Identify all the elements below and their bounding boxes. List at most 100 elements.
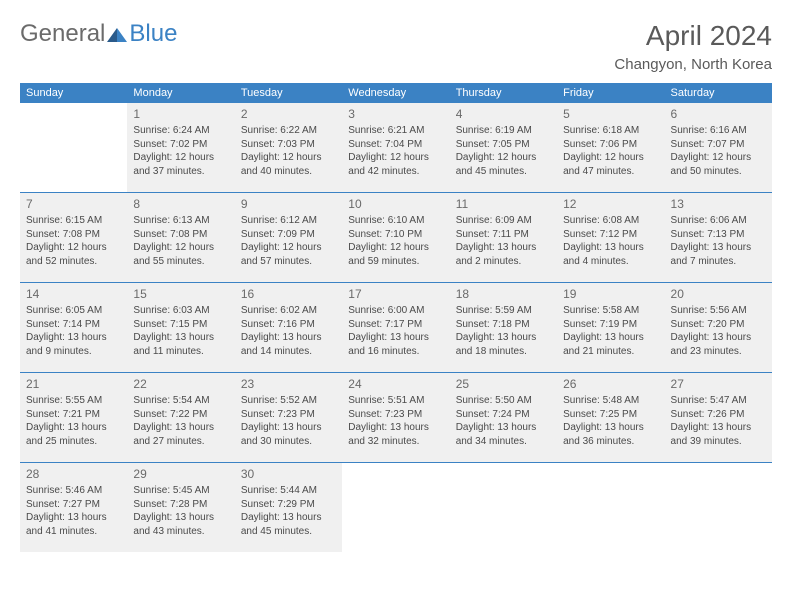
header: General Blue April 2024 Changyon, North …	[20, 20, 772, 73]
sunset-text: Sunset: 7:23 PM	[348, 408, 443, 422]
daylight-text: Daylight: 13 hours and 41 minutes.	[26, 511, 121, 538]
day-cell: 10 Sunrise: 6:10 AMSunset: 7:10 PMDayligh…	[342, 193, 449, 283]
day-cell: 26Sunrise: 5:48 AMSunset: 7:25 PMDayligh…	[557, 373, 664, 463]
day-number: 1	[133, 106, 228, 122]
sunrise-text: Sunrise: 6:13 AM	[133, 214, 228, 228]
day-header-monday: Monday	[127, 83, 234, 103]
day-number: 14	[26, 286, 121, 302]
daylight-text: Daylight: 13 hours and 7 minutes.	[671, 241, 766, 268]
day-number: 21	[26, 376, 121, 392]
day-number: 26	[563, 376, 658, 392]
day-number: 25	[456, 376, 551, 392]
logo-triangle-icon	[107, 26, 127, 42]
sunset-text: Sunset: 7:09 PM	[241, 228, 336, 242]
day-cell: 5Sunrise: 6:18 AMSunset: 7:06 PMDaylight…	[557, 103, 664, 193]
day-header-thursday: Thursday	[450, 83, 557, 103]
day-cell: 4Sunrise: 6:19 AMSunset: 7:05 PMDaylight…	[450, 103, 557, 193]
sunset-text: Sunset: 7:04 PM	[348, 138, 443, 152]
day-header-tuesday: Tuesday	[235, 83, 342, 103]
day-info: Sunrise: 5:45 AMSunset: 7:28 PMDaylight:…	[133, 484, 228, 538]
daylight-text: Daylight: 13 hours and 27 minutes.	[133, 421, 228, 448]
day-info: Sunrise: 6:16 AMSunset: 7:07 PMDaylight:…	[671, 124, 766, 178]
sunrise-text: Sunrise: 6:21 AM	[348, 124, 443, 138]
day-cell: 12Sunrise: 6:08 AMSunset: 7:12 PMDayligh…	[557, 193, 664, 283]
day-cell: 8Sunrise: 6:13 AMSunset: 7:08 PMDaylight…	[127, 193, 234, 283]
day-header-friday: Friday	[557, 83, 664, 103]
day-number: 29	[133, 466, 228, 482]
daylight-text: Daylight: 13 hours and 14 minutes.	[241, 331, 336, 358]
sunrise-text: Sunrise: 6:10 AM	[348, 214, 443, 228]
sunrise-text: Sunrise: 6:03 AM	[133, 304, 228, 318]
sunset-text: Sunset: 7:07 PM	[671, 138, 766, 152]
day-number: 27	[671, 376, 766, 392]
day-cell: 13Sunrise: 6:06 AMSunset: 7:13 PMDayligh…	[665, 193, 772, 283]
sunrise-text: Sunrise: 5:55 AM	[26, 394, 121, 408]
day-cell: 30Sunrise: 5:44 AMSunset: 7:29 PMDayligh…	[235, 463, 342, 553]
sunset-text: Sunset: 7:10 PM	[348, 228, 443, 242]
sunrise-text: Sunrise: 5:46 AM	[26, 484, 121, 498]
sunrise-text: Sunrise: 6:02 AM	[241, 304, 336, 318]
week-row: 21Sunrise: 5:55 AMSunset: 7:21 PMDayligh…	[20, 373, 772, 463]
daylight-text: Daylight: 12 hours and 40 minutes.	[241, 151, 336, 178]
sunset-text: Sunset: 7:03 PM	[241, 138, 336, 152]
sunrise-text: Sunrise: 5:44 AM	[241, 484, 336, 498]
day-info: Sunrise: 5:50 AMSunset: 7:24 PMDaylight:…	[456, 394, 551, 448]
day-header-row: SundayMondayTuesdayWednesdayThursdayFrid…	[20, 83, 772, 103]
daylight-text: Daylight: 12 hours and 55 minutes.	[133, 241, 228, 268]
day-info: Sunrise: 6:15 AMSunset: 7:08 PMDaylight:…	[26, 214, 121, 268]
day-number: 3	[348, 106, 443, 122]
day-cell: 20Sunrise: 5:56 AMSunset: 7:20 PMDayligh…	[665, 283, 772, 373]
daylight-text: Daylight: 13 hours and 9 minutes.	[26, 331, 121, 358]
day-cell: 24Sunrise: 5:51 AMSunset: 7:23 PMDayligh…	[342, 373, 449, 463]
daylight-text: Daylight: 13 hours and 43 minutes.	[133, 511, 228, 538]
sunset-text: Sunset: 7:17 PM	[348, 318, 443, 332]
day-number: 10	[348, 196, 443, 212]
daylight-text: Daylight: 13 hours and 36 minutes.	[563, 421, 658, 448]
day-cell	[20, 103, 127, 193]
sunset-text: Sunset: 7:24 PM	[456, 408, 551, 422]
day-number: 19	[563, 286, 658, 302]
daylight-text: Daylight: 12 hours and 37 minutes.	[133, 151, 228, 178]
day-info: Sunrise: 6:21 AMSunset: 7:04 PMDaylight:…	[348, 124, 443, 178]
day-cell: 25 Sunrise: 5:50 AMSunset: 7:24 PMDayligh…	[450, 373, 557, 463]
sunrise-text: Sunrise: 6:15 AM	[26, 214, 121, 228]
logo-text-general: General	[20, 20, 105, 48]
day-cell	[450, 463, 557, 553]
day-cell: 23Sunrise: 5:52 AMSunset: 7:23 PMDayligh…	[235, 373, 342, 463]
day-number: 23	[241, 376, 336, 392]
location: Changyon, North Korea	[614, 56, 772, 73]
daylight-text: Daylight: 13 hours and 16 minutes.	[348, 331, 443, 358]
daylight-text: Daylight: 12 hours and 59 minutes.	[348, 241, 443, 268]
sunrise-text: Sunrise: 6:19 AM	[456, 124, 551, 138]
day-info: Sunrise: 5:47 AMSunset: 7:26 PMDaylight:…	[671, 394, 766, 448]
day-info: Sunrise: 6:02 AMSunset: 7:16 PMDaylight:…	[241, 304, 336, 358]
calendar-table: SundayMondayTuesdayWednesdayThursdayFrid…	[20, 83, 772, 552]
sunset-text: Sunset: 7:20 PM	[671, 318, 766, 332]
month-title: April 2024	[614, 20, 772, 52]
day-number: 7	[26, 196, 121, 212]
sunrise-text: Sunrise: 6:05 AM	[26, 304, 121, 318]
day-info: Sunrise: 5:58 AMSunset: 7:19 PMDaylight:…	[563, 304, 658, 358]
week-row: 28Sunrise: 5:46 AMSunset: 7:27 PMDayligh…	[20, 463, 772, 553]
day-info: Sunrise: 6:12 AMSunset: 7:09 PMDaylight:…	[241, 214, 336, 268]
day-number: 12	[563, 196, 658, 212]
day-number: 15	[133, 286, 228, 302]
week-row: 1Sunrise: 6:24 AMSunset: 7:02 PMDaylight…	[20, 103, 772, 193]
day-number: 22	[133, 376, 228, 392]
day-header-saturday: Saturday	[665, 83, 772, 103]
daylight-text: Daylight: 13 hours and 11 minutes.	[133, 331, 228, 358]
daylight-text: Daylight: 13 hours and 32 minutes.	[348, 421, 443, 448]
day-cell: 28Sunrise: 5:46 AMSunset: 7:27 PMDayligh…	[20, 463, 127, 553]
day-number: 6	[671, 106, 766, 122]
daylight-text: Daylight: 12 hours and 45 minutes.	[456, 151, 551, 178]
day-cell: 2Sunrise: 6:22 AMSunset: 7:03 PMDaylight…	[235, 103, 342, 193]
sunset-text: Sunset: 7:25 PM	[563, 408, 658, 422]
daylight-text: Daylight: 13 hours and 30 minutes.	[241, 421, 336, 448]
sunset-text: Sunset: 7:19 PM	[563, 318, 658, 332]
day-cell	[342, 463, 449, 553]
daylight-text: Daylight: 12 hours and 50 minutes.	[671, 151, 766, 178]
day-info: Sunrise: 5:51 AMSunset: 7:23 PMDaylight:…	[348, 394, 443, 448]
day-info: Sunrise: 6:09 AMSunset: 7:11 PMDaylight:…	[456, 214, 551, 268]
sunset-text: Sunset: 7:13 PM	[671, 228, 766, 242]
sunset-text: Sunset: 7:28 PM	[133, 498, 228, 512]
